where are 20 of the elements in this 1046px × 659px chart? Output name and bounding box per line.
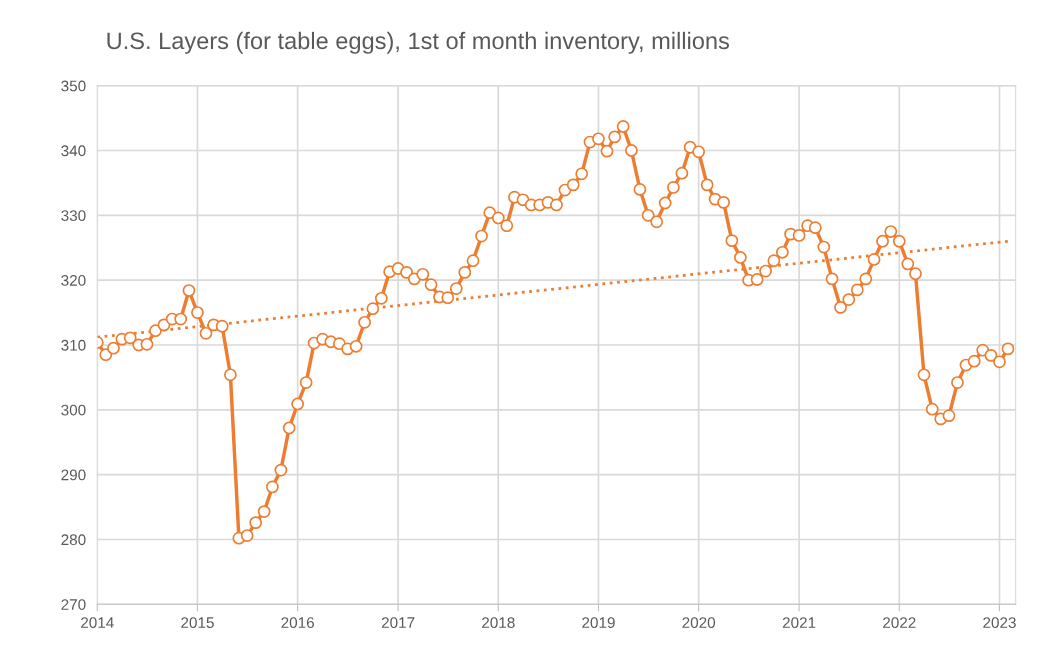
chart-title: U.S. Layers (for table eggs), 1st of month inventory, millions bbox=[107, 31, 730, 54]
x-tick-label: 2020 bbox=[682, 617, 716, 629]
x-tick-label: 2016 bbox=[281, 617, 314, 629]
y-tick-label: 300 bbox=[61, 404, 86, 416]
y-tick-label: 340 bbox=[61, 145, 86, 157]
x-tick-label: 2015 bbox=[181, 617, 214, 629]
x-tick-label: 2023 bbox=[983, 617, 1016, 629]
y-tick-label: 350 bbox=[61, 80, 86, 92]
y-tick-label: 310 bbox=[61, 339, 86, 351]
x-tick-label: 2021 bbox=[782, 617, 816, 629]
y-tick-label: 330 bbox=[61, 210, 86, 222]
x-tick-label: 2017 bbox=[381, 617, 415, 629]
x-tick-label: 2018 bbox=[482, 617, 515, 629]
x-tick-label: 2014 bbox=[81, 617, 114, 629]
x-tick-label: 2022 bbox=[883, 617, 916, 629]
y-tick-label: 290 bbox=[61, 469, 86, 481]
y-tick-label: 270 bbox=[61, 599, 86, 610]
y-tick-label: 280 bbox=[61, 534, 86, 546]
y-tick-label: 320 bbox=[61, 275, 86, 286]
x-tick-label: 2019 bbox=[582, 617, 615, 629]
